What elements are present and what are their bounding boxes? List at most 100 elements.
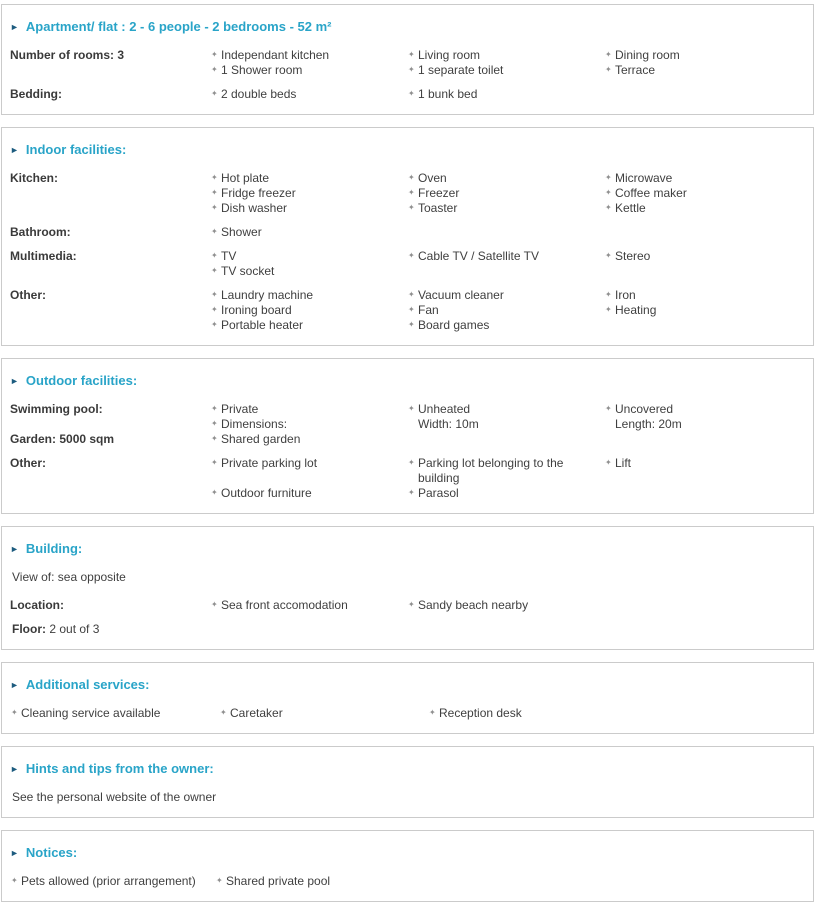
floor-value: 2 out of 3 [49,622,100,636]
list-item: ✦ Private parking lot [211,456,318,470]
diamond-bullet-icon: ✦ [211,227,218,236]
diamond-bullet-icon: ✦ [220,708,227,717]
building-floor-text: Floor: 2 out of 3 [12,622,805,637]
section-title-services: ► Additional services: [10,677,805,693]
diamond-bullet-icon: ✦ [211,305,218,314]
bedding-label: Bedding: [10,87,62,101]
list-item: ✦ Living room [408,48,481,62]
list-item: ✦ Outdoor furniture [211,486,312,500]
hints-text: See the personal website of the owner [12,790,217,804]
diamond-bullet-icon: ✦ [216,876,223,885]
list-item: ✦ Board games [408,318,490,332]
diamond-bullet-icon: ✦ [408,404,415,413]
diamond-bullet-icon: ✦ [211,173,218,182]
group-garden: Garden: 5000 sqm ✦ Shared garden [10,432,805,447]
section-building: ► Building: View of: sea opposite Locatio… [1,526,814,650]
list-item: ✦ Dining room [605,48,680,62]
list-item: ✦ Heating [605,303,657,317]
section-title-building: ► Building: [10,541,805,557]
section-indoor-facilities: ► Indoor facilities: Kitchen: ✦ Hot plate … [1,127,814,346]
diamond-bullet-icon: ✦ [211,404,218,413]
diamond-bullet-icon: ✦ [408,203,415,212]
list-item: ✦ Iron [605,288,636,302]
list-item: ✦ 1 bunk bed [408,87,478,101]
outdoor-other-row: ✦ Outdoor furniture ✦ Parasol [210,486,805,501]
list-item: ✦ Caretaker [220,706,283,720]
list-item: ✦ Shared garden [211,432,301,446]
list-item: ✦ Stereo [605,249,651,263]
diamond-bullet-icon: ✦ [605,65,612,74]
section-title-outdoor: ► Outdoor facilities: [10,373,805,389]
list-item: ✦ Parasol [408,486,459,500]
diamond-bullet-icon: ✦ [211,65,218,74]
diamond-bullet-icon: ✦ [408,290,415,299]
outdoor-other-row: ✦ Private parking lot ✦ Parking lot belong… [210,456,805,486]
diamond-bullet-icon: ✦ [605,203,612,212]
list-item: ✦ Cable TV / Satellite TV [408,249,539,263]
section-arrow-icon: ► [10,680,19,690]
diamond-bullet-icon: ✦ [408,173,415,182]
diamond-bullet-icon: ✦ [211,600,218,609]
list-item: ✦ Oven [408,171,447,185]
section-title-hints: ► Hints and tips from the owner: [10,761,805,777]
section-title-apartment: ► Apartment/ flat : 2 - 6 people - 2 bedr… [10,19,805,35]
list-item: ✦ Dish washer [211,201,288,215]
section-hints-and-tips: ► Hints and tips from the owner: See the … [1,746,814,818]
kitchen-row: ✦ Fridge freezer ✦ Freezer ✦ Coffee maker [210,186,805,201]
list-item: ✦ Portable heater [211,318,304,332]
diamond-bullet-icon: ✦ [11,876,18,885]
notices-row: ✦ Pets allowed (prior arrangement) ✦ Share… [10,874,805,889]
list-item: ✦ Sea front accomodation [211,598,348,612]
group-outdoor-other: Other: ✦ Private parking lot ✦ Parking lot… [10,456,805,501]
list-item: ✦ 2 double beds [211,87,297,101]
diamond-bullet-icon: ✦ [211,320,218,329]
diamond-bullet-icon: ✦ [408,65,415,74]
diamond-bullet-icon: ✦ [211,488,218,497]
list-item: ✦ Toaster [408,201,458,215]
diamond-bullet-icon: ✦ [408,458,415,467]
diamond-bullet-icon: ✦ [605,188,612,197]
diamond-bullet-icon: ✦ [211,458,218,467]
list-item: ✦ Independant kitchen [211,48,330,62]
location-row: ✦ Sea front accomodation ✦ Sandy beach nea… [210,598,805,613]
hints-title: Hints and tips from the owner: [25,761,214,776]
bedding-row: ✦ 2 double beds ✦ 1 bunk bed [210,87,805,102]
diamond-bullet-icon: ✦ [211,419,218,428]
floor-label: Floor: [12,622,46,636]
multimedia-label: Multimedia: [10,249,77,263]
list-item: ✦ Freezer [408,186,460,200]
kitchen-row: ✦ Hot plate ✦ Oven ✦ Microwave [210,171,805,186]
rooms-row: ✦ 1 Shower room ✦ 1 separate toilet ✦ Terra… [210,63,805,78]
diamond-bullet-icon: ✦ [211,434,218,443]
list-item: ✦ Hot plate [211,171,270,185]
list-item: ✦ Parking lot belonging to the building [408,456,564,485]
indoor-other-label: Other: [10,288,46,302]
diamond-bullet-icon: ✦ [408,188,415,197]
list-item: ✦ Terrace [605,63,656,77]
list-item: ✦ Fridge freezer [211,186,296,200]
diamond-bullet-icon: ✦ [408,89,415,98]
list-item: ✦ Cleaning service available [11,706,161,720]
list-item: ✦ Dimensions: [211,417,288,431]
diamond-bullet-icon: ✦ [429,708,436,717]
section-title-indoor: ► Indoor facilities: [10,142,805,158]
section-arrow-icon: ► [10,376,19,386]
section-arrow-icon: ► [10,848,19,858]
list-item: ✦ Coffee maker [605,186,687,200]
outdoor-title: Outdoor facilities: [25,373,138,388]
diamond-bullet-icon: ✦ [211,251,218,260]
section-arrow-icon: ► [10,544,19,554]
notices-title: Notices: [25,845,78,860]
diamond-bullet-icon: ✦ [211,50,218,59]
section-outdoor-facilities: ► Outdoor facilities: Swimming pool: ✦ Pri… [1,358,814,514]
kitchen-label: Kitchen: [10,171,58,185]
section-notices: ► Notices: ✦ Pets allowed (prior arrangeme… [1,830,814,902]
garden-row: ✦ Shared garden [210,432,805,447]
group-number-of-rooms: Number of rooms: 3 ✦ Independant kitchen … [10,48,805,78]
building-view-text: View of: sea opposite [12,570,126,584]
diamond-bullet-icon: ✦ [605,458,612,467]
diamond-bullet-icon: ✦ [211,290,218,299]
diamond-bullet-icon: ✦ [605,305,612,314]
pool-row: ✦ Private ✦ Unheated ✦ Uncovered [210,402,805,417]
diamond-bullet-icon: ✦ [408,50,415,59]
